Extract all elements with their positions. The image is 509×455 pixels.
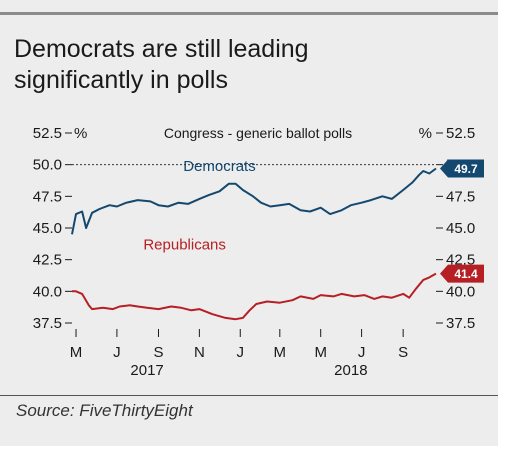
y-tick-label-right: 45.0 [446, 220, 475, 237]
y-unit-left: % [74, 125, 87, 142]
y-unit-right: % [419, 125, 432, 142]
chart-plot: 52.5 50.0 47.5 45.0 42.5 40.0 37.5 52.5 50.0 47.… [33, 125, 484, 379]
right-axis: 52.550.047.545.042.540.037.5 [436, 125, 475, 332]
x-tick-label: J [113, 344, 121, 361]
y-tick-label-right: 42.5 [446, 252, 475, 269]
y-tick-label-right: 52.5 [446, 125, 475, 142]
series-layer: Democrats 49.7 Republicans 41.4 [71, 158, 484, 321]
x-tick-label: M [70, 344, 83, 361]
y-tick-label-right: 40.0 [446, 283, 475, 300]
chart-title: Democrats are still leading significantl… [14, 34, 484, 96]
y-tick-label-left: 45.0 [33, 220, 62, 237]
y-tick-label-left: 40.0 [33, 283, 62, 300]
x-year-label: 2018 [334, 362, 367, 379]
chart-subtitle: Congress - generic ballot polls [164, 125, 352, 141]
end-value-badge-democrats [440, 159, 484, 178]
y-tick-label-left: 37.5 [33, 315, 62, 332]
title-line-2: significantly in polls [14, 66, 228, 94]
x-tick-label: M [314, 344, 327, 361]
series-label-democrats: Democrats [183, 158, 256, 175]
y-tick-label-left: 50.0 [33, 157, 62, 174]
chart-card: Democrats are still leading significantl… [0, 0, 498, 446]
series-line-democrats [71, 167, 437, 235]
series-label-republicans: Republicans [143, 237, 226, 254]
x-tick-label: J [237, 344, 245, 361]
y-tick-label-left: 47.5 [33, 188, 62, 205]
source-note: Source: FiveThirtyEight [16, 401, 193, 420]
x-tick-label: S [398, 344, 408, 361]
y-tick-label-right: 47.5 [446, 188, 475, 205]
x-tick-label: J [358, 344, 366, 361]
y-tick-label-left: 52.5 [33, 125, 62, 142]
y-tick-label-left: 42.5 [33, 252, 62, 269]
x-tick-label: S [153, 344, 163, 361]
top-rule [0, 12, 498, 15]
series-line-republicans [72, 272, 437, 321]
x-year-label: 2017 [130, 362, 163, 379]
x-tick-label: M [274, 344, 287, 361]
left-axis: 52.5 50.0 47.5 45.0 42.5 40.0 37.5 [33, 125, 72, 332]
source-rule [0, 395, 498, 396]
end-value-label-republicans: 41.4 [454, 267, 478, 281]
title-line-1: Democrats are still leading [14, 35, 309, 63]
end-value-badge-republicans [440, 264, 484, 283]
end-value-label-democrats: 49.7 [454, 162, 478, 176]
y-tick-label-right: 37.5 [446, 315, 475, 332]
x-tick-label: N [194, 344, 205, 361]
